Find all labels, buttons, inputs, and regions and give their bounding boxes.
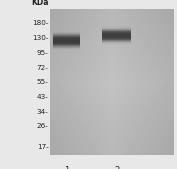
Bar — [53, 34, 80, 36]
Bar — [102, 42, 131, 43]
Bar — [53, 48, 80, 50]
Text: KDa: KDa — [31, 0, 49, 7]
Bar — [102, 37, 131, 39]
Bar — [102, 32, 131, 34]
Bar — [102, 31, 131, 33]
Text: 180-: 180- — [32, 20, 49, 26]
Bar — [53, 37, 80, 39]
Bar — [102, 27, 131, 29]
Bar — [102, 28, 131, 29]
Bar — [53, 45, 80, 47]
Text: 72-: 72- — [37, 65, 49, 71]
Bar — [53, 44, 80, 45]
Bar — [102, 31, 131, 32]
Bar — [102, 34, 131, 36]
Bar — [53, 39, 80, 41]
Bar — [102, 40, 131, 42]
Bar — [53, 32, 80, 34]
Bar — [102, 29, 131, 31]
Bar — [53, 41, 80, 43]
Bar — [53, 32, 80, 33]
Bar — [53, 48, 80, 49]
Bar — [53, 40, 80, 42]
Bar — [102, 42, 131, 44]
Bar — [102, 40, 131, 42]
Bar — [102, 36, 131, 38]
Bar — [53, 46, 80, 48]
Bar — [53, 43, 80, 45]
Bar — [102, 35, 131, 37]
Bar — [53, 42, 80, 44]
Bar — [53, 37, 80, 38]
Bar — [102, 33, 131, 34]
Bar — [53, 45, 80, 47]
Bar — [53, 35, 80, 37]
Bar — [102, 41, 131, 43]
Bar — [102, 37, 131, 38]
Bar — [53, 35, 80, 37]
Text: 130-: 130- — [32, 35, 49, 41]
Bar — [102, 34, 131, 35]
Bar — [53, 37, 80, 39]
Bar — [102, 28, 131, 30]
Bar — [53, 47, 80, 48]
Bar — [53, 40, 80, 41]
Bar — [53, 33, 80, 35]
Bar — [53, 36, 80, 38]
Bar — [53, 42, 80, 43]
Bar — [102, 37, 131, 39]
Bar — [102, 30, 131, 31]
Text: 55-: 55- — [37, 79, 49, 85]
Text: 43-: 43- — [37, 94, 49, 100]
Bar — [53, 36, 80, 37]
Text: 26-: 26- — [37, 123, 49, 129]
Bar — [102, 43, 131, 45]
Bar — [53, 38, 80, 40]
Text: 17-: 17- — [37, 144, 49, 150]
Bar — [53, 38, 80, 40]
Bar — [53, 41, 80, 42]
Bar — [53, 46, 80, 47]
Bar — [102, 35, 131, 37]
Bar — [102, 27, 131, 28]
Bar — [102, 41, 131, 42]
Bar — [102, 43, 131, 44]
Text: 2: 2 — [114, 166, 119, 169]
Bar — [53, 31, 80, 33]
Bar — [102, 29, 131, 30]
Bar — [102, 38, 131, 40]
Bar — [102, 26, 131, 28]
Bar — [102, 30, 131, 32]
Bar — [102, 32, 131, 34]
Bar — [102, 36, 131, 37]
Text: 95-: 95- — [37, 50, 49, 56]
Bar — [53, 47, 80, 49]
Bar — [102, 34, 131, 36]
Bar — [102, 38, 131, 40]
Bar — [53, 43, 80, 45]
Bar — [102, 33, 131, 35]
Bar — [102, 39, 131, 40]
Bar — [102, 40, 131, 41]
Text: 34-: 34- — [37, 108, 49, 115]
Bar — [102, 29, 131, 31]
Bar — [53, 45, 80, 46]
Text: 1: 1 — [64, 166, 69, 169]
Bar — [53, 34, 80, 36]
Bar — [53, 40, 80, 42]
Bar — [102, 39, 131, 41]
Bar — [53, 39, 80, 40]
Bar — [53, 44, 80, 46]
Bar — [53, 33, 80, 34]
Bar — [53, 34, 80, 35]
Bar — [53, 42, 80, 44]
Bar — [102, 31, 131, 33]
